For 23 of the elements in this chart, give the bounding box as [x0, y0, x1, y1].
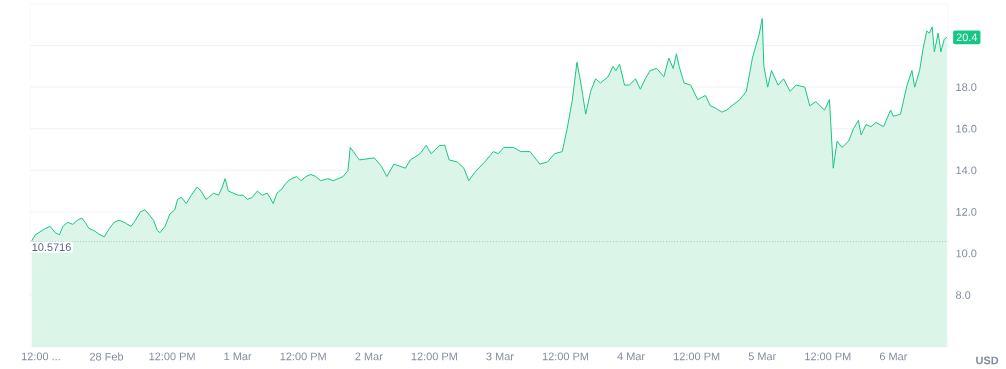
annotation: 20.4 — [956, 33, 978, 42]
x-tick-label: 12:00 PM — [805, 352, 851, 361]
x-tick-label: 12:00 PM — [280, 352, 326, 361]
x-tick-label: 12:00 PM — [149, 352, 195, 361]
y-axis-title: USD — [976, 356, 999, 365]
x-tick-label: 12:00 PM — [411, 352, 457, 361]
x-tick-label: 12:00 PM — [542, 352, 589, 361]
x-tick-label: 5 Mar — [748, 352, 777, 361]
x-tick-label: 12:00 PM — [674, 352, 720, 361]
y-tick-label: 10.0 — [956, 249, 977, 258]
y-tick-label: 12.0 — [956, 208, 977, 216]
x-tick-label: 28 Feb — [89, 352, 124, 361]
x-tick-label: 6 Mar — [879, 352, 908, 361]
y-tick-label: 18.0 — [956, 83, 977, 92]
y-tick-label: 16.0 — [956, 124, 977, 133]
y-tick-label: 14.0 — [956, 166, 977, 175]
y-tick-label: 8.0 — [956, 291, 971, 299]
x-tick-label: 12:00 ... — [21, 352, 60, 361]
ref-line-label: 10.5716 — [32, 243, 71, 252]
x-tick-label: 1 Mar — [224, 352, 252, 361]
x-tick-label: 2 Mar — [355, 352, 383, 361]
x-tick-label: 3 Mar — [486, 352, 514, 361]
x-tick-label: 4 Mar — [617, 352, 645, 361]
